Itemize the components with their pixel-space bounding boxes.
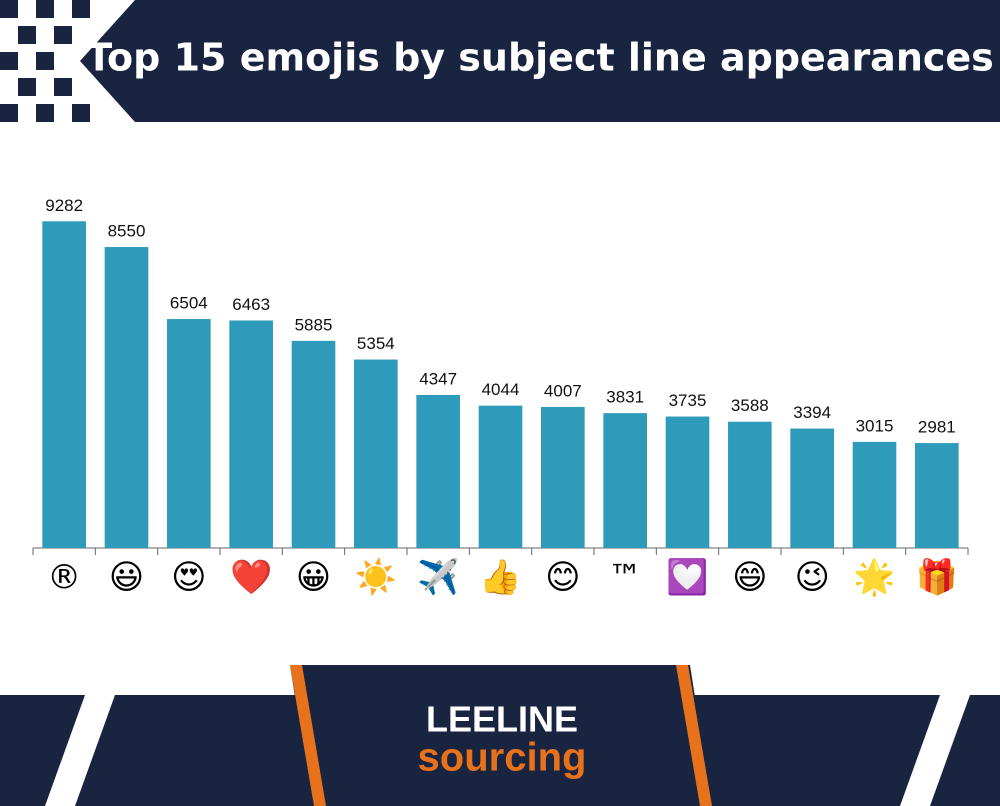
x-tick-label: 😊 xyxy=(545,558,580,598)
value-label: 5885 xyxy=(295,315,333,334)
x-tick-label: ❤️ xyxy=(230,558,273,598)
bar xyxy=(354,359,398,548)
value-label: 5354 xyxy=(357,334,395,353)
bar xyxy=(416,394,460,548)
x-tick-label: 😄 xyxy=(732,558,767,598)
bar xyxy=(104,247,149,549)
value-label: 6463 xyxy=(232,295,270,314)
value-label: 6504 xyxy=(170,294,208,313)
header-band xyxy=(80,0,1000,122)
x-tick-label: ✈️ xyxy=(417,557,459,598)
footer-panel xyxy=(290,665,712,806)
bar xyxy=(728,421,772,548)
x-tick-label: 😉 xyxy=(794,558,829,598)
bar xyxy=(665,416,710,548)
bar xyxy=(167,319,211,548)
bar xyxy=(915,443,959,548)
x-tick-label: ☀️ xyxy=(355,557,397,598)
x-tick-label: ® xyxy=(47,558,81,598)
x-tick-label: 😍 xyxy=(171,558,206,598)
bar xyxy=(291,340,336,548)
x-tick-label: 😀 xyxy=(296,558,331,598)
logo-top: LEELINE xyxy=(426,699,578,740)
x-tick-label: 💟 xyxy=(666,558,708,598)
bar xyxy=(229,320,273,548)
header-pattern xyxy=(0,0,90,122)
value-label: 9282 xyxy=(45,196,83,215)
x-tick-label: 👍 xyxy=(479,558,521,598)
footer-accent xyxy=(676,665,712,806)
bar xyxy=(790,428,834,548)
x-tick-label: 😃 xyxy=(109,558,144,598)
value-label: 3015 xyxy=(856,416,894,435)
value-label: 3831 xyxy=(606,388,644,407)
value-label: 4347 xyxy=(419,369,457,388)
bar xyxy=(852,441,897,548)
footer-accent xyxy=(290,665,326,806)
value-label: 3588 xyxy=(731,396,769,415)
x-tick-label: ™ xyxy=(608,558,642,598)
footer-stripe xyxy=(45,695,115,806)
value-label: 4007 xyxy=(544,381,582,400)
value-label: 2981 xyxy=(918,418,956,437)
value-label: 3394 xyxy=(793,403,831,422)
footer-stripe xyxy=(900,695,970,806)
x-tick-label: 🌟 xyxy=(853,558,895,598)
chart-title: Top 15 emojis by subject line appearance… xyxy=(86,36,994,80)
value-label: 4044 xyxy=(482,380,520,399)
x-tick-label: 🎁 xyxy=(916,558,958,598)
bar xyxy=(603,413,647,548)
value-label: 3735 xyxy=(669,391,707,410)
value-label: 8550 xyxy=(108,222,146,241)
bar xyxy=(541,406,585,548)
bar xyxy=(478,405,523,548)
bar xyxy=(42,221,86,548)
logo-bottom: sourcing xyxy=(418,736,587,780)
